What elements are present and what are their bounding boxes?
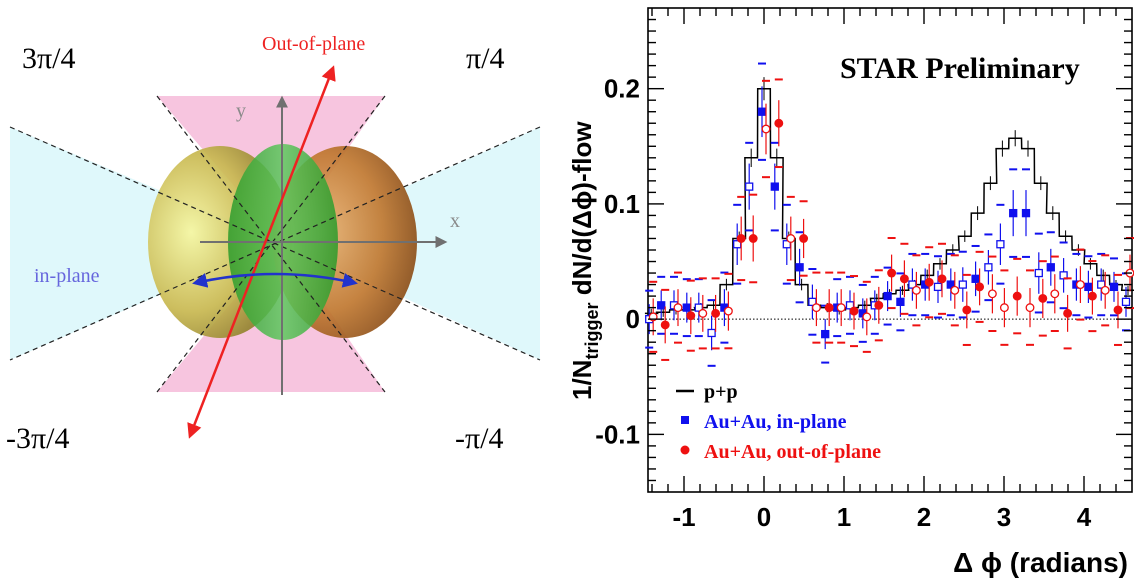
legend-out-of-plane-marker	[680, 445, 690, 455]
out-of-plane-point	[836, 303, 846, 313]
angle-label-top-left: 3π/4	[22, 42, 75, 75]
x-tick-label: 4	[1077, 502, 1092, 532]
out-of-plane-point	[1113, 305, 1123, 315]
in-plane-point	[1034, 268, 1043, 278]
in-plane-point	[757, 107, 767, 116]
in-plane-point	[896, 297, 905, 307]
y-tick-label: 0	[626, 304, 640, 334]
in-plane-point	[1084, 282, 1093, 292]
in-plane-point	[1121, 297, 1131, 307]
out-of-plane-point	[950, 285, 960, 295]
out-of-plane-point	[824, 303, 834, 313]
out-of-plane-point	[999, 303, 1009, 313]
in-plane-point	[770, 182, 779, 191]
in-plane-point	[795, 263, 804, 272]
in-plane-point	[745, 182, 754, 191]
in-plane-point	[1046, 263, 1055, 272]
y-tick-label: 0.1	[604, 189, 640, 219]
x-axis-title: Δ ϕ (radians)	[953, 547, 1128, 578]
out-of-plane-point	[736, 234, 746, 243]
out-of-plane-point	[962, 305, 972, 315]
out-of-plane-point	[899, 274, 909, 284]
angle-label-bottom-left: -3π/4	[6, 422, 69, 455]
x-tick-label: 0	[757, 502, 771, 532]
out-of-plane-point	[660, 320, 670, 330]
out-of-plane-point	[1075, 280, 1085, 290]
out-of-plane-point	[698, 308, 708, 318]
axis-layer: -1 0 1 2 3 4 -0.1 0 0.1 0.2	[595, 8, 1132, 532]
out-of-plane-point	[849, 306, 859, 316]
in-plane-point	[883, 291, 892, 301]
in-plane-point	[996, 240, 1005, 249]
legend-in-plane-label: Au+Au, in-plane	[704, 411, 847, 433]
in-plane-point	[707, 328, 716, 338]
out-of-plane-point	[1012, 291, 1022, 301]
out-of-plane-point	[987, 289, 997, 299]
out-of-plane-point	[774, 118, 784, 128]
out-of-plane-label: Out-of-plane	[262, 33, 365, 55]
in-plane-point	[933, 282, 943, 292]
out-of-plane-point	[761, 124, 771, 134]
in-plane-label: in-plane	[34, 265, 100, 287]
out-of-plane-point	[975, 282, 985, 292]
out-of-plane-point	[937, 274, 947, 284]
out-of-plane-point	[1063, 308, 1073, 318]
y-axis-title-subscript: trigger	[582, 303, 602, 360]
in-plane-point	[1109, 282, 1119, 292]
out-of-plane-point	[911, 285, 921, 295]
in-plane-wedge	[10, 127, 282, 360]
out-of-plane-point	[1050, 289, 1060, 299]
out-of-plane-point	[673, 303, 683, 313]
out-of-plane-point	[924, 277, 934, 287]
out-of-plane-arrow	[187, 65, 336, 439]
out-of-plane-point	[811, 303, 821, 313]
legend-in-plane-marker	[681, 416, 689, 424]
out-of-plane-point	[862, 312, 872, 322]
in-plane-point	[821, 329, 830, 339]
angle-label-bottom-right: -π/4	[455, 422, 503, 455]
y-tick-label: 0.2	[604, 74, 640, 104]
x-axis-label: x	[450, 210, 460, 232]
x-tick-label: -1	[672, 502, 695, 532]
out-of-plane-point	[686, 311, 696, 321]
y-axis-title-prefix: 1/N	[567, 360, 597, 400]
x-tick-label: 1	[837, 502, 851, 532]
out-of-plane-point	[1025, 303, 1035, 313]
x-tick-label: 2	[917, 502, 931, 532]
out-of-plane-point	[711, 308, 721, 318]
legend: p+p Au+Au, in-plane Au+Au, out-of-plane	[676, 381, 881, 463]
legend-pp-label: p+p	[704, 381, 738, 403]
out-of-plane-point	[1100, 285, 1110, 295]
out-of-plane-point	[723, 306, 733, 316]
in-plane-point	[657, 301, 666, 310]
out-of-plane-point	[1087, 291, 1097, 301]
y-axis-label: y	[236, 100, 246, 122]
out-of-plane-point	[786, 234, 796, 243]
plot-layer	[644, 62, 1134, 367]
y-tick-label: -0.1	[595, 419, 640, 449]
in-plane-point	[1021, 208, 1031, 218]
correlation-chart: -1 0 1 2 3 4 -0.1 0 0.1 0.2 STAR Preliminary 1/Nt…	[567, 7, 1134, 578]
out-of-plane-point	[874, 300, 884, 310]
x-tick-label: 3	[997, 502, 1011, 532]
out-of-plane-point	[748, 234, 758, 243]
legend-out-of-plane-label: Au+Au, out-of-plane	[704, 441, 881, 463]
in-plane-arrow	[192, 272, 358, 288]
out-of-plane-point	[799, 234, 809, 243]
y-axis-title: 1/Ntrigger dN/d(Δϕ)-flow	[567, 121, 602, 400]
in-plane-point	[1009, 208, 1018, 218]
in-plane-point	[984, 263, 993, 272]
chart-title: STAR Preliminary	[840, 52, 1080, 85]
in-plane-point	[958, 280, 967, 289]
in-plane-point	[682, 303, 691, 312]
in-plane-point	[971, 274, 980, 283]
out-of-plane-point	[887, 268, 897, 278]
angle-label-top-right: π/4	[466, 42, 504, 75]
reaction-plane-diagram: y x Out-of-plane in-plane 3π/4 π/4 -3π/4…	[6, 33, 541, 455]
y-axis-title-main: dN/d(Δϕ)-flow	[567, 121, 597, 303]
out-of-plane-point	[1038, 293, 1048, 303]
